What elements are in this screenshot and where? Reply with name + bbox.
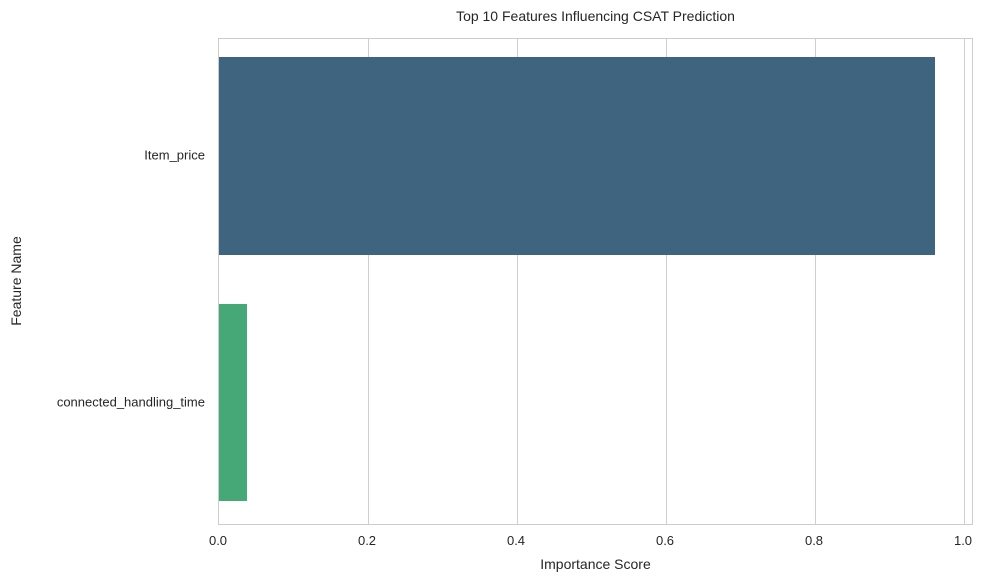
y-axis-label: Feature Name	[8, 236, 24, 326]
gridline-0-8	[815, 39, 816, 524]
x-axis-label: Importance Score	[540, 556, 651, 572]
xtick-0-2: 0.2	[357, 533, 377, 548]
gridline-0-4	[517, 39, 518, 524]
xtick-0-0: 0.0	[208, 533, 228, 548]
gridline-0-6	[666, 39, 667, 524]
xtick-0-4: 0.4	[506, 533, 526, 548]
xtick-1-0: 1.0	[953, 533, 973, 548]
xtick-0-6: 0.6	[655, 533, 675, 548]
ytick-connected-handling-time: connected_handling_time	[56, 394, 205, 410]
plot-area	[218, 38, 973, 525]
ytick-item-price: Item_price	[144, 147, 205, 163]
chart-title: Top 10 Features Influencing CSAT Predict…	[456, 8, 735, 24]
bar-connected-handling-time	[219, 304, 247, 501]
xtick-0-8: 0.8	[804, 533, 824, 548]
gridline-0-2	[368, 39, 369, 524]
gridline-1-0	[964, 39, 965, 524]
bar-item-price	[219, 57, 935, 255]
